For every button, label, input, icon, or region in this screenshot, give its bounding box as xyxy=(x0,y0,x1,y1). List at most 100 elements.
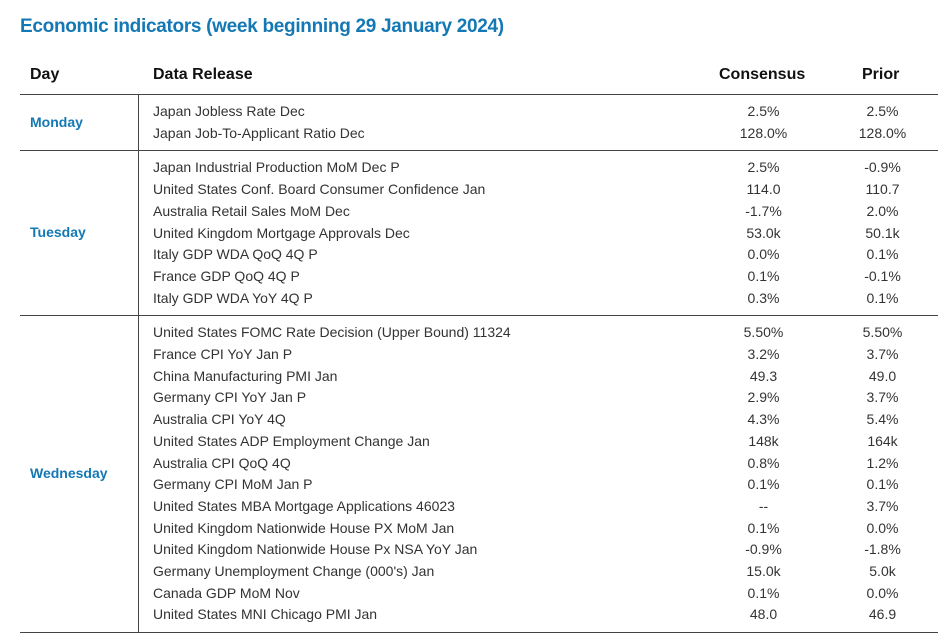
table-row: Australia CPI YoY 4Q 4.3% 5.4% xyxy=(0,409,940,431)
release-cell: United Kingdom Nationwide House PX MoM J… xyxy=(153,519,455,536)
table-row: Germany CPI YoY Jan P 2.9% 3.7% xyxy=(0,387,940,409)
consensus-cell: -- xyxy=(758,497,769,514)
prior-cell: 164k xyxy=(867,432,898,449)
table-row: Italy GDP WDA YoY 4Q P 0.3% 0.1% xyxy=(0,288,940,310)
table-row: United Kingdom Nationwide House PX MoM J… xyxy=(0,518,940,540)
table-row: United Kingdom Mortgage Approvals Dec 53.… xyxy=(0,223,940,245)
table-row: Australia CPI QoQ 4Q 0.8% 1.2% xyxy=(0,453,940,475)
table-row: United States FOMC Rate Decision (Upper … xyxy=(0,322,940,344)
column-divider xyxy=(138,95,139,151)
prior-cell: 0.1% xyxy=(866,476,899,493)
table-row: China Manufacturing PMI Jan 49.3 49.0 xyxy=(0,366,940,388)
prior-cell: 0.1% xyxy=(866,246,899,263)
prior-cell: 2.0% xyxy=(866,202,899,219)
table-row: France CPI YoY Jan P 3.2% 3.7% xyxy=(0,344,940,366)
prior-cell: 0.0% xyxy=(866,519,899,536)
column-divider xyxy=(138,316,139,633)
release-cell: Japan Jobless Rate Dec xyxy=(153,103,305,119)
group-divider xyxy=(20,315,938,317)
release-cell: Germany CPI MoM Jan P xyxy=(153,476,313,493)
prior-cell: 110.7 xyxy=(865,181,900,198)
consensus-cell: 3.2% xyxy=(747,346,780,362)
prior-cell: 128.0% xyxy=(858,124,907,141)
table-row: United States Conf. Board Consumer Confi… xyxy=(0,179,940,201)
release-cell: Germany Unemployment Change (000's) Jan xyxy=(153,563,435,579)
day-label-tuesday: Tuesday xyxy=(30,224,86,241)
release-cell: Japan Job-To-Applicant Ratio Dec xyxy=(153,124,365,141)
table-row: Japan Job-To-Applicant Ratio Dec 128.0% 12… xyxy=(0,123,940,145)
release-cell: United States Conf. Board Consumer Confi… xyxy=(153,181,486,198)
consensus-cell: 53.0k xyxy=(746,224,781,241)
group-divider xyxy=(20,150,938,152)
table-row: Australia Retail Sales MoM Dec -1.7% 2.0% xyxy=(0,201,940,223)
release-cell: France GDP QoQ 4Q P xyxy=(153,267,300,284)
column-header-consensus: Consensus xyxy=(719,66,806,83)
column-header-day: Day xyxy=(30,66,60,83)
prior-cell: -0.1% xyxy=(864,267,901,284)
release-cell: Germany CPI YoY Jan P xyxy=(153,389,307,406)
release-cell: Australia CPI QoQ 4Q xyxy=(153,454,291,471)
consensus-cell: 114.0 xyxy=(746,181,781,198)
consensus-cell: 0.0% xyxy=(747,246,780,263)
consensus-cell: 5.50% xyxy=(743,324,784,341)
table-row: United Kingdom Nationwide House Px NSA Y… xyxy=(0,539,940,561)
day-label-monday: Monday xyxy=(30,113,83,130)
prior-cell: 2.5% xyxy=(866,103,899,119)
prior-cell: 3.7% xyxy=(866,346,899,362)
consensus-cell: 128.0% xyxy=(739,124,788,141)
consensus-cell: 148k xyxy=(748,432,779,449)
consensus-cell: 48.0 xyxy=(749,606,778,623)
prior-cell: 0.1% xyxy=(866,289,899,306)
consensus-cell: 0.1% xyxy=(747,476,780,493)
consensus-cell: 2.5% xyxy=(747,103,780,119)
prior-cell: 3.7% xyxy=(866,497,899,514)
prior-cell: 5.4% xyxy=(866,411,899,428)
column-divider xyxy=(138,151,139,316)
consensus-cell: 15.0k xyxy=(746,563,781,579)
table-row: Italy GDP WDA QoQ 4Q P 0.0% 0.1% xyxy=(0,244,940,266)
consensus-cell: 0.1% xyxy=(747,267,780,284)
release-cell: France CPI YoY Jan P xyxy=(153,346,293,362)
column-header-prior: Prior xyxy=(862,66,900,83)
page-title: Economic indicators (week beginning 29 J… xyxy=(20,16,504,37)
prior-cell: 0.0% xyxy=(866,584,899,601)
prior-cell: 5.0k xyxy=(869,563,896,579)
prior-cell: -1.8% xyxy=(864,541,901,558)
release-cell: Australia Retail Sales MoM Dec xyxy=(153,202,350,219)
release-cell: Australia CPI YoY 4Q xyxy=(153,411,286,428)
prior-cell: 3.7% xyxy=(866,389,899,406)
consensus-cell: 0.8% xyxy=(747,454,780,471)
table-row: Germany CPI MoM Jan P 0.1% 0.1% xyxy=(0,474,940,496)
prior-cell: 46.9 xyxy=(868,606,897,623)
release-cell: Italy GDP WDA YoY 4Q P xyxy=(153,289,313,306)
consensus-cell: 49.3 xyxy=(749,367,778,384)
prior-cell: 50.1k xyxy=(865,224,900,241)
table-row: United States MNI Chicago PMI Jan 48.0 46.… xyxy=(0,604,940,626)
consensus-cell: 4.3% xyxy=(747,411,780,428)
release-cell: United Kingdom Mortgage Approvals Dec xyxy=(153,224,410,241)
consensus-cell: -1.7% xyxy=(745,202,782,219)
table-row: Japan Industrial Production MoM Dec P 2.5… xyxy=(0,157,940,179)
release-cell: Canada GDP MoM Nov xyxy=(153,584,300,601)
consensus-cell: 0.1% xyxy=(747,519,780,536)
table-row: Canada GDP MoM Nov 0.1% 0.0% xyxy=(0,583,940,605)
header-divider xyxy=(20,94,938,95)
prior-cell: -0.9% xyxy=(864,159,901,176)
column-header-release: Data Release xyxy=(153,66,253,83)
table-row: Germany Unemployment Change (000's) Jan 1… xyxy=(0,561,940,583)
table-row: Japan Jobless Rate Dec 2.5% 2.5% xyxy=(0,101,940,123)
release-cell: United Kingdom Nationwide House Px NSA Y… xyxy=(153,541,478,558)
consensus-cell: -0.9% xyxy=(745,541,782,558)
release-cell: United States FOMC Rate Decision (Upper … xyxy=(153,324,511,341)
release-cell: United States MBA Mortgage Applications … xyxy=(153,497,455,514)
day-label-wednesday: Wednesday xyxy=(30,465,108,482)
prior-cell: 1.2% xyxy=(866,454,899,471)
table-row: United States MBA Mortgage Applications … xyxy=(0,496,940,518)
release-cell: United States ADP Employment Change Jan xyxy=(153,432,430,449)
release-cell: Italy GDP WDA QoQ 4Q P xyxy=(153,246,318,263)
prior-cell: 5.50% xyxy=(862,324,903,341)
consensus-cell: 0.3% xyxy=(747,289,780,306)
table-row: France GDP QoQ 4Q P 0.1% -0.1% xyxy=(0,266,940,288)
consensus-cell: 2.9% xyxy=(747,389,780,406)
table-row: United States ADP Employment Change Jan 1… xyxy=(0,431,940,453)
